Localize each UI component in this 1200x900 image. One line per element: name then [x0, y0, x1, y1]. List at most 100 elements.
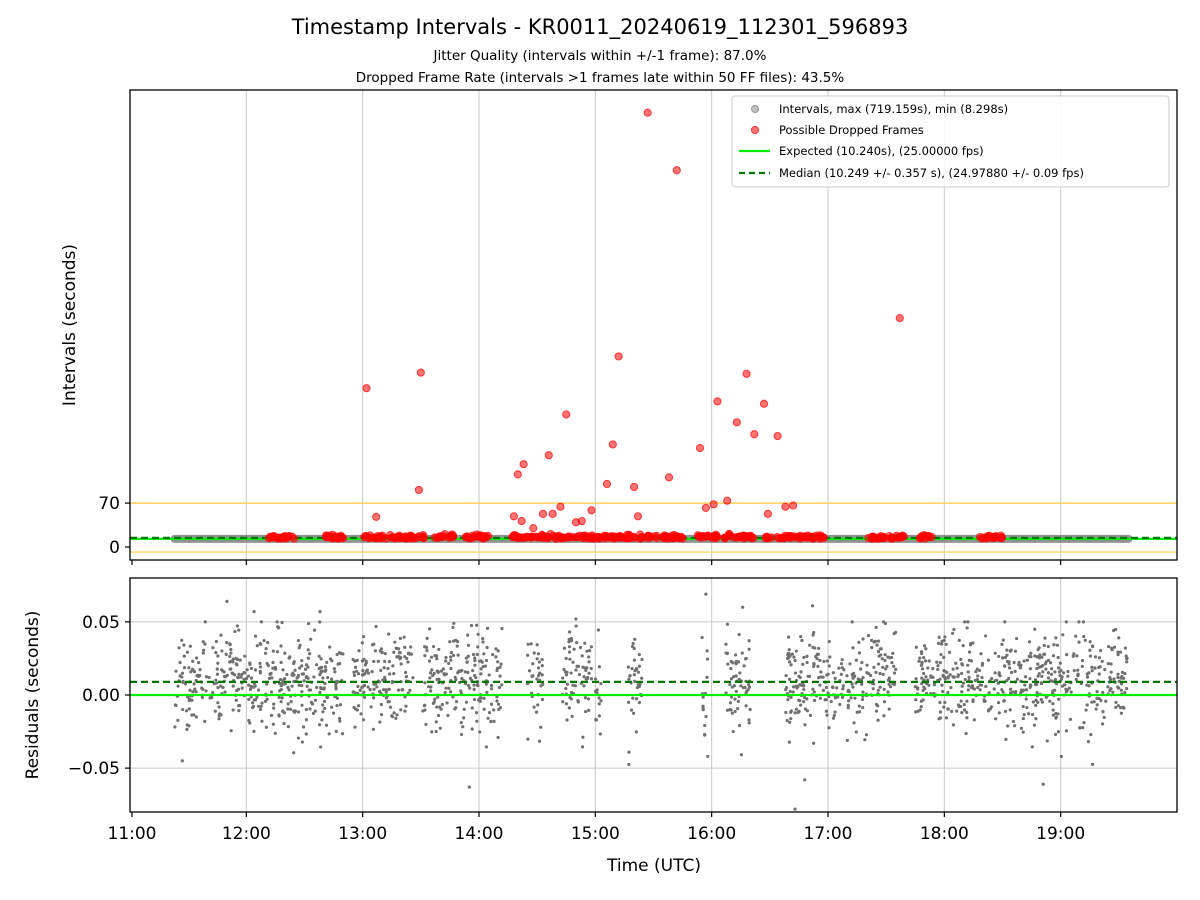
- residual-point: [1007, 662, 1011, 666]
- residual-point: [1065, 688, 1069, 692]
- residual-point: [564, 656, 568, 660]
- residual-point: [285, 672, 289, 677]
- residual-point: [965, 710, 969, 714]
- residual-point: [1116, 650, 1120, 654]
- residual-point: [272, 706, 276, 710]
- residual-point: [498, 665, 502, 669]
- residual-point: [301, 672, 306, 676]
- residual-point: [223, 690, 227, 694]
- residual-point: [489, 702, 494, 706]
- residual-point: [1034, 703, 1038, 707]
- x-tick-label: 11:00: [108, 824, 157, 844]
- residual-point: [567, 650, 572, 654]
- residual-point: [292, 680, 296, 684]
- residual-point: [587, 671, 591, 675]
- residual-point: [435, 705, 439, 709]
- residual-point: [731, 729, 735, 734]
- dropped-frame-point: [614, 352, 623, 361]
- residual-point: [1120, 670, 1125, 674]
- residual-point: [939, 652, 943, 657]
- residual-point: [392, 672, 396, 676]
- residual-point: [1068, 717, 1073, 721]
- dropped-frame-point: [659, 534, 668, 543]
- residual-point: [847, 699, 851, 703]
- residual-point: [789, 709, 793, 713]
- residual-point: [597, 714, 601, 718]
- residual-point: [724, 691, 728, 695]
- residual-point: [275, 650, 280, 654]
- residual-point: [317, 723, 322, 727]
- residual-point: [273, 731, 277, 735]
- residual-point: [396, 647, 401, 651]
- residual-point: [464, 656, 468, 660]
- residual-point: [379, 702, 383, 707]
- dropped-frame-point: [519, 460, 528, 469]
- residual-point: [593, 677, 598, 681]
- residual-point: [474, 676, 478, 680]
- intervals-y-tick-label: 70: [98, 494, 120, 514]
- residual-point: [1056, 730, 1061, 734]
- residual-point: [355, 669, 359, 673]
- residual-point: [989, 705, 994, 709]
- residual-point: [567, 706, 571, 710]
- residual-point: [300, 658, 304, 663]
- dropped-frame-point: [675, 533, 684, 543]
- residual-point: [396, 688, 401, 692]
- residual-point: [379, 713, 384, 717]
- residual-point: [951, 723, 956, 727]
- residual-point: [961, 644, 965, 648]
- residual-point: [1121, 676, 1126, 680]
- residual-point: [393, 640, 397, 644]
- residual-point: [466, 643, 471, 647]
- residual-point: [260, 719, 264, 723]
- residual-point: [1065, 653, 1069, 657]
- residual-point: [1048, 699, 1052, 703]
- residual-point: [449, 666, 453, 671]
- residual-point: [892, 631, 896, 636]
- residual-point: [318, 610, 322, 614]
- dropped-frame-point: [786, 531, 795, 541]
- residual-point: [304, 718, 309, 722]
- residual-point: [496, 735, 500, 740]
- residual-point: [258, 665, 263, 669]
- residual-point: [957, 704, 961, 709]
- residual-point: [962, 702, 966, 707]
- residual-point: [312, 628, 317, 632]
- residual-point: [734, 662, 738, 666]
- residual-point: [481, 665, 485, 669]
- residual-point: [217, 705, 221, 709]
- residual-point: [451, 625, 455, 629]
- residual-point: [398, 655, 402, 659]
- residual-point: [362, 657, 366, 661]
- residual-point: [704, 592, 708, 596]
- residual-point: [478, 730, 482, 734]
- residual-point: [485, 690, 489, 694]
- residual-point: [1051, 708, 1055, 712]
- residual-point: [1109, 662, 1113, 666]
- residual-point: [569, 671, 573, 675]
- residual-point: [312, 675, 316, 679]
- residual-point: [568, 657, 572, 661]
- residual-point: [637, 700, 642, 705]
- residual-point: [1028, 667, 1033, 671]
- residual-point: [180, 759, 184, 763]
- residual-point: [802, 655, 806, 659]
- residual-point: [440, 702, 444, 707]
- residual-point: [188, 688, 192, 692]
- dropped-frame-point: [924, 533, 934, 542]
- residual-point: [942, 638, 946, 643]
- residual-point: [971, 698, 975, 702]
- residual-point: [979, 652, 983, 656]
- residual-point: [463, 682, 468, 686]
- residual-point: [869, 673, 873, 678]
- residual-point: [797, 698, 801, 702]
- residual-point: [215, 672, 220, 676]
- residual-point: [351, 690, 355, 694]
- residual-point: [203, 620, 207, 624]
- residual-point: [729, 677, 734, 681]
- residual-point: [372, 659, 376, 664]
- residual-point: [914, 677, 918, 681]
- residual-point: [180, 675, 184, 679]
- residual-point: [728, 701, 733, 705]
- residual-point: [812, 741, 816, 745]
